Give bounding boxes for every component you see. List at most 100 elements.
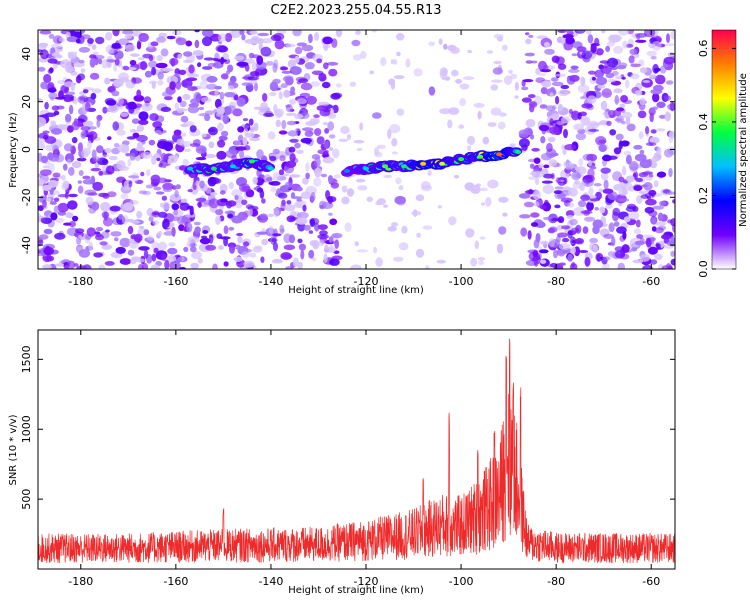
noise-blob bbox=[621, 165, 627, 176]
noise-blob bbox=[541, 180, 554, 184]
noise-blob bbox=[668, 167, 673, 178]
noise-blob bbox=[288, 234, 296, 244]
y-tick-label: 500 bbox=[20, 489, 33, 510]
noise-blob bbox=[77, 142, 83, 153]
noise-blob bbox=[543, 216, 553, 221]
noise-blob bbox=[581, 50, 593, 60]
noise-blob bbox=[75, 75, 82, 84]
noise-blob bbox=[261, 238, 269, 246]
noise-blob bbox=[493, 60, 502, 65]
noise-blob bbox=[242, 118, 249, 122]
noise-blob bbox=[199, 80, 208, 90]
noise-blob bbox=[42, 184, 52, 191]
noise-blob bbox=[138, 111, 149, 121]
noise-blob bbox=[586, 201, 594, 212]
noise-blob bbox=[553, 249, 558, 259]
noise-blob bbox=[614, 76, 624, 80]
noise-blob bbox=[319, 205, 324, 209]
noise-blob bbox=[585, 30, 592, 35]
noise-blob bbox=[235, 146, 247, 151]
noise-blob bbox=[208, 141, 215, 149]
noise-blob bbox=[670, 258, 675, 266]
noise-blob bbox=[298, 78, 309, 84]
noise-blob bbox=[642, 264, 653, 269]
noise-blob bbox=[302, 204, 307, 212]
noise-blob bbox=[116, 176, 126, 183]
noise-blob bbox=[638, 131, 644, 139]
noise-blob bbox=[514, 81, 519, 91]
noise-blob bbox=[652, 205, 664, 210]
noise-blob bbox=[538, 249, 549, 254]
noise-blob bbox=[313, 114, 320, 119]
noise-blob bbox=[290, 86, 295, 94]
noise-blob bbox=[633, 228, 641, 235]
y-tick-label: 1000 bbox=[20, 415, 33, 443]
noise-blob bbox=[518, 193, 531, 199]
noise-blob bbox=[329, 218, 338, 226]
noise-blob bbox=[202, 230, 209, 234]
noise-blob bbox=[394, 195, 406, 205]
noise-blob bbox=[300, 137, 312, 144]
noise-blob bbox=[479, 236, 486, 240]
noise-blob bbox=[574, 180, 580, 185]
noise-blob bbox=[163, 143, 172, 149]
noise-blob bbox=[85, 196, 94, 206]
noise-blob bbox=[319, 230, 328, 236]
noise-blob bbox=[294, 46, 303, 55]
x-tick-label: -120 bbox=[354, 275, 379, 288]
noise-blob bbox=[47, 58, 58, 64]
noise-blob bbox=[192, 50, 204, 56]
x-tick-label: -80 bbox=[547, 575, 565, 588]
noise-blob bbox=[195, 145, 207, 154]
noise-blob bbox=[263, 112, 275, 118]
noise-blob bbox=[533, 239, 540, 249]
noise-blob bbox=[100, 201, 111, 212]
noise-blob bbox=[623, 150, 632, 156]
noise-blob bbox=[326, 196, 337, 203]
noise-blob bbox=[316, 105, 326, 111]
noise-blob bbox=[647, 246, 658, 255]
noise-blob bbox=[205, 186, 212, 194]
noise-blob bbox=[89, 54, 97, 59]
noise-blob bbox=[179, 140, 192, 148]
noise-blob bbox=[672, 199, 675, 204]
noise-blob bbox=[155, 191, 165, 195]
noise-blob bbox=[166, 75, 178, 85]
noise-blob bbox=[657, 212, 664, 222]
noise-blob bbox=[82, 120, 94, 127]
noise-blob bbox=[136, 210, 143, 219]
noise-blob bbox=[595, 191, 602, 200]
noise-blob bbox=[565, 210, 575, 217]
noise-blob bbox=[153, 247, 159, 254]
noise-blob bbox=[195, 157, 207, 161]
noise-blob bbox=[371, 30, 377, 33]
noise-blob bbox=[644, 30, 656, 38]
spectrogram-noise bbox=[38, 30, 675, 269]
noise-blob bbox=[285, 160, 297, 168]
noise-blob bbox=[331, 232, 343, 239]
noise-blob bbox=[105, 99, 117, 106]
colorbar-tick-label: 0.4 bbox=[697, 113, 710, 131]
noise-blob bbox=[227, 64, 234, 73]
noise-blob bbox=[396, 108, 405, 116]
noise-blob bbox=[664, 148, 674, 158]
noise-blob bbox=[248, 207, 253, 218]
noise-blob bbox=[587, 128, 600, 132]
track-peak bbox=[187, 166, 194, 171]
noise-blob bbox=[87, 131, 98, 141]
noise-blob bbox=[261, 198, 266, 204]
spectrogram-panel: -180 -160 -140 -120 -100 -80 -60 -40 -20 0 20 40 H… bbox=[8, 29, 676, 296]
noise-blob bbox=[375, 257, 383, 267]
noise-blob bbox=[257, 187, 264, 193]
noise-blob bbox=[492, 67, 503, 75]
noise-blob bbox=[124, 34, 133, 39]
noise-blob bbox=[629, 161, 639, 171]
noise-blob bbox=[249, 30, 258, 35]
noise-blob bbox=[625, 154, 632, 165]
noise-blob bbox=[557, 232, 568, 238]
noise-blob bbox=[75, 228, 85, 234]
noise-blob bbox=[269, 181, 281, 186]
noise-blob bbox=[651, 41, 662, 51]
noise-blob bbox=[557, 30, 567, 33]
noise-blob bbox=[65, 91, 76, 96]
